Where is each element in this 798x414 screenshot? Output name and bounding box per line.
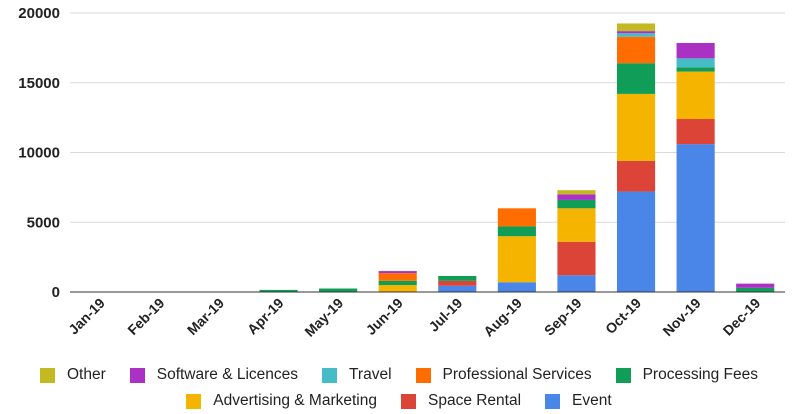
bar-segment-travel-nov-19 [676,58,715,68]
legend-row: Other Software & Licences Travel Profession… [0,362,798,388]
legend-item-travel: Travel [322,366,392,384]
legend-item-event: Event [545,392,612,410]
bar-segment-space-rental-jul-19 [438,280,477,286]
x-tick-label: Dec-19 [720,295,764,339]
legend-swatch [545,393,561,409]
x-tick-label: Jun-19 [363,295,406,338]
bar-segment-processing-fees-jul-19 [438,275,477,281]
legend-item-other: Other [39,366,106,384]
y-axis-ticks: 0 5000 10000 15000 20000 [18,5,60,301]
bar-segment-advertising-marketing-sep-19 [557,208,596,242]
bar-segment-processing-fees-nov-19 [676,67,715,72]
bar-segment-software-licences-nov-19 [676,42,715,59]
legend-label: Software & Licences [156,366,299,383]
legend-item-space-rental: Space Rental [400,392,522,410]
bar-segment-advertising-marketing-aug-19 [497,236,536,283]
bar-segment-software-licences-jun-19 [378,271,417,274]
legend-label: Professional Services [442,366,592,383]
bar-segment-professional-services-oct-19 [616,36,656,64]
x-tick-label: Jul-19 [425,295,465,335]
legend-row: Advertising & Marketing Space Rental Event [0,388,798,414]
y-tick-label: 15000 [18,75,60,92]
legend-swatch [400,393,416,409]
x-tick-label: Sep-19 [541,295,585,339]
bar-segment-professional-services-aug-19 [497,208,536,227]
legend-swatch [322,367,338,383]
y-tick-label: 0 [52,284,60,301]
bar-segment-space-rental-nov-19 [676,119,715,145]
legend-item-processing-fees: Processing Fees [615,366,759,384]
legend-label: Other [66,366,106,383]
bar-segment-advertising-marketing-jun-19 [378,285,417,292]
legend: Other Software & Licences Travel Profession… [0,362,798,414]
legend-label: Advertising & Marketing [213,392,377,409]
legend-item-advertising-marketing: Advertising & Marketing [186,392,377,410]
legend-item-professional-services: Professional Services [415,366,592,384]
legend-label: Travel [349,366,392,383]
bar-segment-other-oct-19 [616,23,656,32]
x-tick-label: Apr-19 [244,295,287,338]
x-tick-label: May-19 [301,295,346,340]
bar-segment-processing-fees-apr-19 [259,289,298,292]
y-tick-label: 20000 [18,5,60,22]
x-tick-label: Nov-19 [659,295,703,339]
bar-segment-space-rental-oct-19 [616,160,656,192]
bar-segment-professional-services-jun-19 [378,273,417,281]
legend-item-software-licences: Software & Licences [129,366,299,384]
bar-segment-processing-fees-oct-19 [616,63,656,94]
bar-segment-processing-fees-dec-19 [736,287,775,292]
bar-segment-advertising-marketing-nov-19 [676,71,715,120]
bar-segment-software-licences-sep-19 [557,194,596,200]
legend-label: Processing Fees [642,366,759,383]
legend-swatch [186,393,202,409]
bar-segment-event-aug-19 [497,282,536,292]
y-tick-label: 10000 [18,145,60,162]
bar-segment-processing-fees-may-19 [319,288,358,292]
legend-swatch [615,367,631,383]
legend-label: Space Rental [427,392,522,409]
bar-segment-event-jul-19 [438,285,477,292]
bar-segment-software-licences-oct-19 [616,31,656,34]
bars [259,23,775,292]
bar-segment-processing-fees-aug-19 [497,226,536,237]
x-tick-label: Jan-19 [65,295,108,338]
bar-segment-travel-oct-19 [616,33,656,37]
bar-segment-event-nov-19 [676,144,715,292]
legend-swatch [129,367,145,383]
bar-segment-software-licences-dec-19 [736,283,775,288]
bar-segment-event-sep-19 [557,275,596,292]
legend-label: Event [572,392,612,409]
bar-segment-other-sep-19 [557,190,596,195]
gridlines [70,12,785,223]
bar-segment-event-oct-19 [616,191,656,292]
x-tick-label: Oct-19 [602,295,644,337]
bar-segment-advertising-marketing-oct-19 [616,93,656,161]
x-tick-label: Feb-19 [124,295,167,338]
bar-segment-processing-fees-jun-19 [378,280,417,286]
x-tick-label: Aug-19 [480,295,525,340]
bar-segment-processing-fees-sep-19 [557,199,596,209]
legend-swatch [39,367,55,383]
legend-swatch [415,367,431,383]
y-tick-label: 5000 [27,214,60,231]
bar-segment-space-rental-sep-19 [557,241,596,276]
x-tick-label: Mar-19 [184,295,227,338]
x-axis-ticks: Jan-19 Feb-19 Mar-19 Apr-19 May-19 Jun-19 Jul-… [65,295,763,340]
